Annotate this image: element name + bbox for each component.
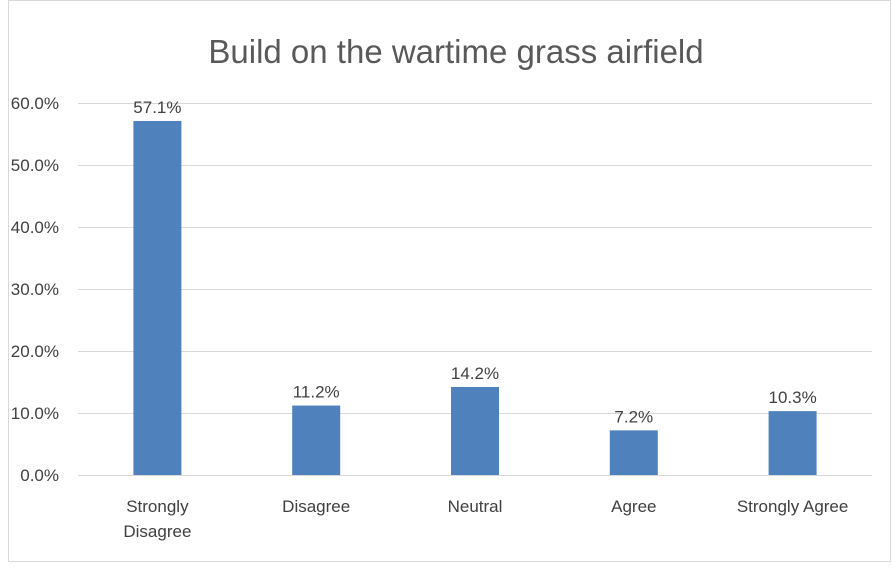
x-tick-label: Disagree [123, 522, 191, 541]
bar [609, 430, 658, 475]
data-labels: 57.1% 11.2% 14.2% 7.2% 10.3% [133, 98, 816, 426]
y-tick-label: 60.0% [11, 94, 59, 113]
bar [768, 411, 817, 475]
bars [133, 120, 817, 475]
x-tick-label: Strongly Agree [737, 497, 849, 516]
data-label: 10.3% [768, 388, 816, 407]
x-tick-label: Agree [611, 497, 656, 516]
y-tick-label: 30.0% [11, 280, 59, 299]
x-tick-label: Strongly [126, 497, 189, 516]
data-label: 7.2% [614, 407, 653, 426]
y-axis-tick-labels: 0.0% 10.0% 20.0% 30.0% 40.0% 50.0% 60.0% [11, 94, 59, 485]
y-tick-label: 20.0% [11, 342, 59, 361]
y-tick-label: 40.0% [11, 218, 59, 237]
chart-title: Build on the wartime grass airfield [208, 33, 703, 70]
y-tick-label: 50.0% [11, 156, 59, 175]
x-axis-category-labels: Strongly Disagree Disagree Neutral Agree Stro… [123, 497, 848, 541]
bar [133, 120, 182, 475]
y-tick-label: 10.0% [11, 404, 59, 423]
bar [292, 405, 341, 475]
data-label: 11.2% [293, 383, 340, 402]
data-label: 57.1% [133, 98, 181, 117]
y-tick-label: 0.0% [20, 466, 59, 485]
gridlines [78, 103, 872, 476]
x-tick-label: Neutral [448, 497, 503, 516]
bar [451, 386, 499, 475]
x-tick-label: Disagree [282, 497, 350, 516]
data-label: 14.2% [451, 364, 499, 383]
